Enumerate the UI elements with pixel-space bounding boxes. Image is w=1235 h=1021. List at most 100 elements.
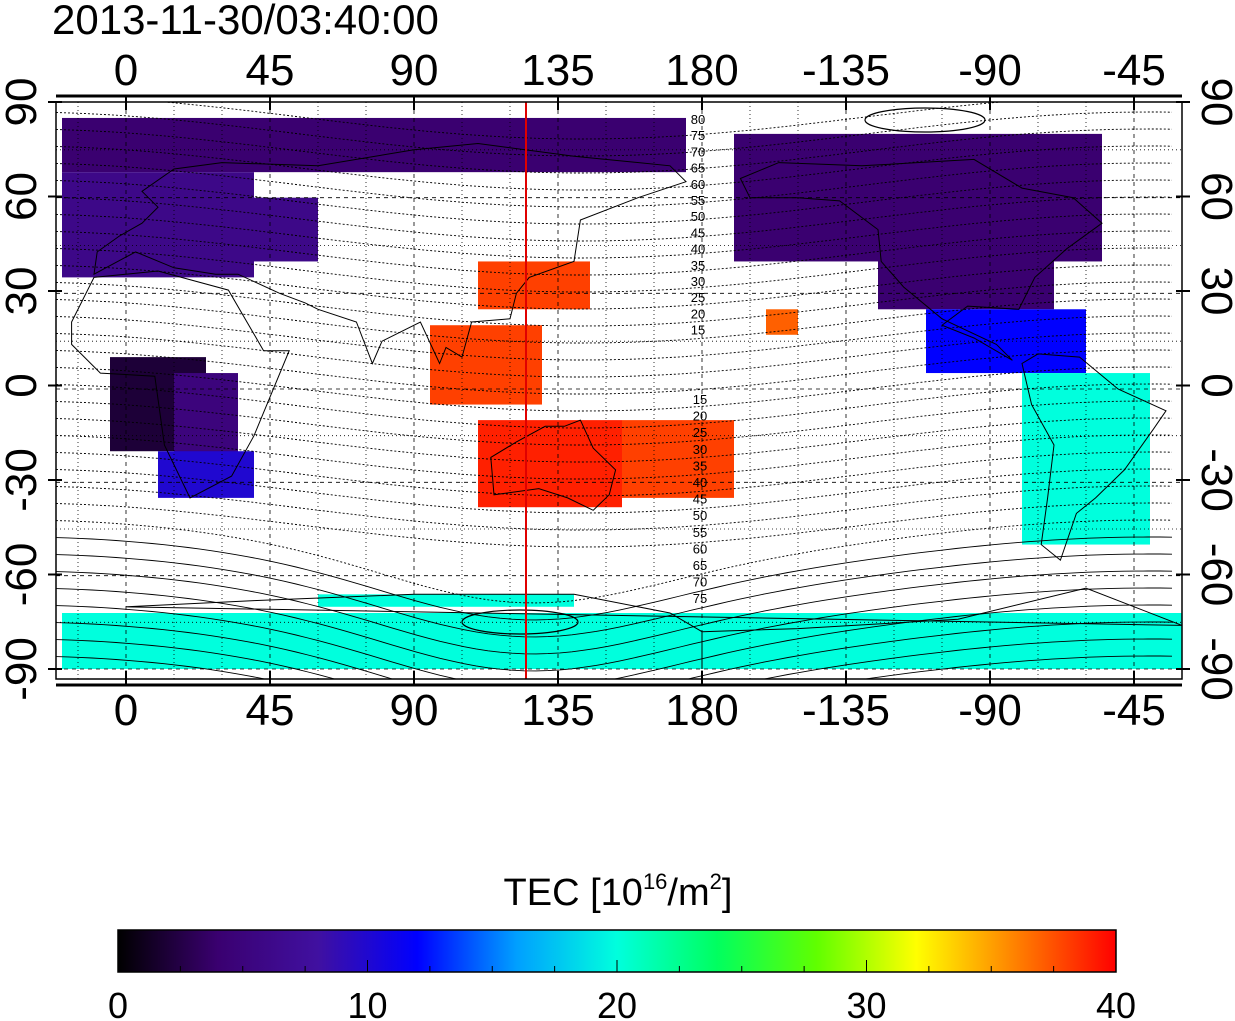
contour-label: 40 [691, 242, 705, 257]
contour-label: 15 [693, 392, 707, 407]
magnetic-contour [56, 332, 1173, 378]
tec-region-eurasia-north [62, 117, 686, 173]
magnetic-contour [159, 102, 1006, 140]
latitude-tick-label: -60 [0, 543, 46, 607]
graticule [56, 102, 1182, 679]
latitude-tick-label: -30 [0, 448, 46, 512]
magnetic-contour [56, 553, 1173, 638]
latitude-tick-label: 90 [0, 78, 46, 127]
magnetic-contour [56, 604, 1173, 679]
magnetic-contour [56, 349, 1173, 395]
coastline [71, 270, 290, 499]
magnetic-contour [56, 536, 1173, 621]
bottom-longitude-axis: 0 45 90 135 180 -135 -90 -45 [114, 671, 1166, 735]
magnetic-contour [56, 230, 1173, 276]
contour-label: 65 [693, 558, 707, 573]
longitude-tick-label: 180 [665, 46, 738, 95]
contour-label: 60 [693, 541, 707, 556]
magnetic-contour [56, 247, 1173, 293]
latitude-tick-label: 90 [1192, 78, 1235, 127]
contour-label: 15 [691, 323, 705, 338]
magnetic-contour [56, 213, 1173, 259]
latitude-tick-label: 30 [0, 267, 46, 316]
latitude-tick-label: 30 [1192, 267, 1235, 316]
magnetic-contour [56, 519, 1173, 604]
timestamp-title: 2013-11-30/03:40:00 [52, 0, 439, 43]
contour-label: 30 [691, 274, 705, 289]
magnetic-contour [56, 145, 1173, 191]
magnetic-contour [56, 315, 1173, 361]
colorbar-ticks: 0 10 20 30 40 [108, 960, 1136, 1021]
latitude-tick-label: 60 [0, 172, 46, 221]
contour-label: 40 [693, 475, 707, 490]
top-longitude-axis: 0 45 90 135 180 -135 -90 -45 [56, 46, 1182, 687]
contour-label: 35 [691, 258, 705, 273]
contour-label: 45 [691, 225, 705, 240]
magnetic-contour [56, 502, 1173, 548]
magnetic-contour [56, 621, 1173, 679]
magnetic-contour [56, 128, 1173, 174]
latitude-tick-label: 0 [1192, 373, 1235, 397]
contour-label: 65 [691, 161, 705, 176]
latitude-tick-label: 60 [1192, 172, 1235, 221]
contour-label: 60 [691, 177, 705, 192]
contour-label: 75 [693, 591, 707, 606]
longitude-tick-label: 0 [114, 46, 138, 95]
longitude-tick-label: -45 [1102, 686, 1166, 735]
magnetic-contour [56, 111, 1173, 157]
magnetic-pole-contour [864, 107, 986, 133]
coastline [1021, 353, 1167, 561]
longitude-tick-label: 90 [390, 686, 439, 735]
longitude-tick-label: 45 [246, 46, 295, 95]
coastline [490, 419, 617, 511]
magnetic-contour [56, 179, 1173, 225]
colorbar-tick-label: 30 [846, 985, 886, 1021]
tec-region-east-asia [478, 261, 590, 310]
coastlines [71, 142, 1182, 669]
magnetic-pole-contour [461, 609, 579, 635]
magnetic-contour [56, 281, 1173, 327]
latitude-tick-label: -90 [1192, 637, 1235, 701]
magnetic-contour [56, 587, 1173, 672]
contour-label: 20 [693, 409, 707, 424]
coastline [93, 142, 687, 365]
tec-region-europe [254, 197, 318, 262]
longitude-tick-label: 90 [390, 46, 439, 95]
magnetic-contour [56, 655, 1173, 679]
magnetic-contour [56, 485, 1173, 531]
contour-label: 70 [693, 575, 707, 590]
longitude-tick-label: -90 [958, 686, 1022, 735]
magnetic-contour [56, 196, 1173, 242]
contour-label: 70 [691, 144, 705, 159]
magnetic-contour [56, 468, 1173, 514]
coastline [739, 158, 1103, 361]
colorbar-title: TEC [1016/m2] [504, 869, 733, 914]
longitude-tick-label: 45 [246, 686, 295, 735]
right-latitude-axis: 90 60 30 0 -30 -60 -90 [1176, 78, 1235, 701]
longitude-tick-label: -135 [802, 46, 890, 95]
contour-label: 25 [693, 425, 707, 440]
tec-data-layer [62, 117, 1182, 669]
colorbar-tick-label: 0 [108, 985, 128, 1021]
map-area [56, 102, 1182, 679]
latitude-tick-label: -30 [1192, 448, 1235, 512]
colorbar-tick-label: 10 [347, 985, 387, 1021]
magnetic-contour [56, 434, 1173, 480]
contour-label: 45 [693, 492, 707, 507]
tec-region-south-africa [158, 451, 254, 498]
contour-label: 35 [693, 458, 707, 473]
coastline [125, 587, 1182, 669]
contour-label: 80 [691, 112, 705, 127]
colorbar-tick-label: 40 [1096, 985, 1136, 1021]
contour-label: 75 [691, 128, 705, 143]
magnetic-contour [56, 417, 1173, 463]
tec-region-north-america [878, 245, 1054, 310]
longitude-tick-label: -135 [802, 686, 890, 735]
contour-label: 50 [693, 508, 707, 523]
colorbar-tick-label: 20 [597, 985, 637, 1021]
magnetic-contour [56, 366, 1173, 412]
magnetic-contour [56, 451, 1173, 497]
